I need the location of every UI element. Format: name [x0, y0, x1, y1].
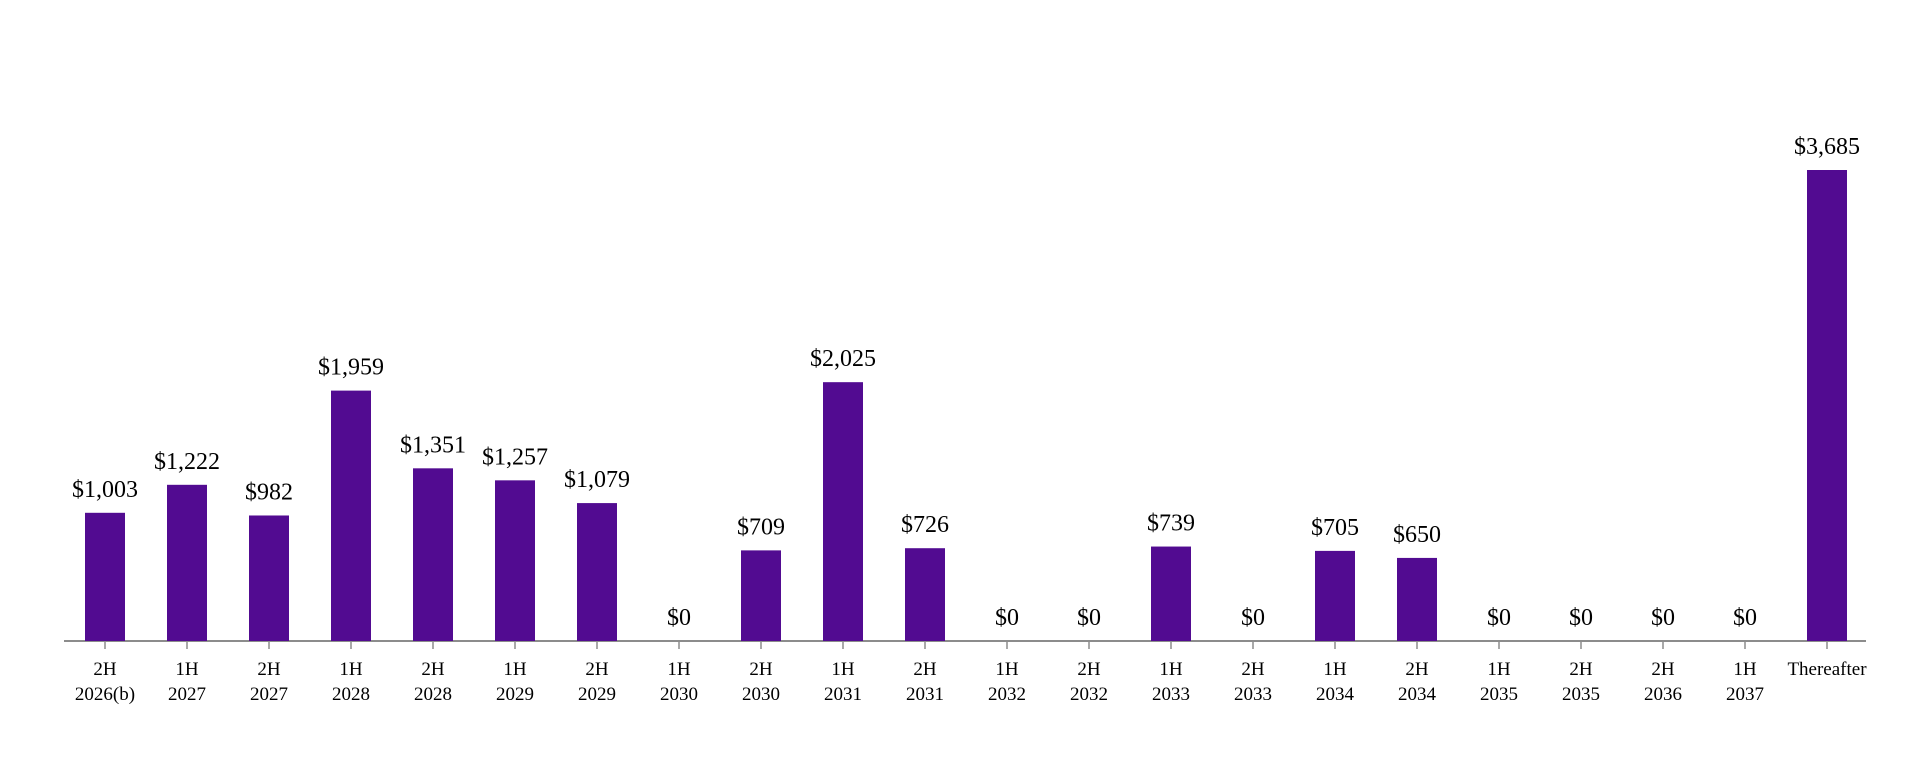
bar	[823, 382, 863, 641]
bar-value-label: $0	[1569, 605, 1593, 631]
bar-value-label: $1,351	[400, 432, 466, 458]
x-tick-label: 2H	[1077, 659, 1101, 680]
x-tick-label: 2032	[1070, 684, 1108, 705]
bar-value-label: $1,003	[72, 477, 138, 503]
x-tick-label: 1H	[1323, 659, 1347, 680]
bar	[1151, 546, 1191, 641]
x-tick-label: 2030	[660, 684, 698, 705]
x-tick-label: 1H	[831, 659, 855, 680]
bar	[577, 503, 617, 641]
x-tick-label: 2033	[1152, 684, 1190, 705]
x-tick-label: 2035	[1480, 684, 1518, 705]
bar-value-label: $982	[245, 479, 293, 505]
x-tick-label: 2029	[578, 684, 616, 705]
x-tick-label: 2H	[1405, 659, 1429, 680]
bar-value-label: $0	[1487, 605, 1511, 631]
x-tick-label: 2H	[421, 659, 445, 680]
x-tick-label: 1H	[1733, 659, 1757, 680]
bar	[495, 480, 535, 641]
x-tick-label: 2034	[1398, 684, 1437, 705]
x-tick-label: 2033	[1234, 684, 1272, 705]
x-tick-label: 1H	[667, 659, 691, 680]
x-tick-label: 2032	[988, 684, 1026, 705]
bar	[167, 484, 207, 641]
bar	[1315, 550, 1355, 641]
bar-value-label: $1,222	[154, 449, 220, 475]
bar-value-label: $1,959	[318, 355, 384, 381]
bar-value-label: $726	[901, 512, 949, 538]
bar	[905, 548, 945, 641]
x-tick-label: 1H	[1159, 659, 1183, 680]
bar	[1397, 557, 1437, 641]
bar-value-label: $709	[737, 514, 785, 540]
bar-value-label: $1,079	[564, 467, 630, 493]
x-tick-label: 2027	[250, 684, 288, 705]
bar-value-label: $0	[1241, 605, 1265, 631]
x-tick-label: 2034	[1316, 684, 1355, 705]
x-tick-label: 2026(b)	[75, 684, 135, 705]
bar	[1807, 170, 1847, 641]
x-tick-label: 1H	[175, 659, 199, 680]
bar-value-label: $2,025	[810, 346, 876, 372]
x-tick-label: 2H	[749, 659, 773, 680]
bar-value-label: $650	[1393, 522, 1441, 548]
x-tick-label: 2031	[906, 684, 944, 705]
x-tick-label: 1H	[1487, 659, 1511, 680]
x-tick-label: 2H	[1241, 659, 1265, 680]
x-tick-label: 2029	[496, 684, 534, 705]
bar-value-label: $0	[667, 605, 691, 631]
bar	[249, 515, 289, 641]
x-tick-label: 2028	[414, 684, 452, 705]
bar-value-label: $1,257	[482, 444, 548, 470]
bar-value-label: $705	[1311, 515, 1359, 541]
x-tick-label: 2031	[824, 684, 862, 705]
x-tick-label: 2H	[1651, 659, 1675, 680]
bar	[331, 390, 371, 641]
bar-value-label: $0	[1733, 605, 1757, 631]
bar-value-label: $0	[1651, 605, 1675, 631]
x-tick-label: 2H	[1569, 659, 1593, 680]
bar	[413, 468, 453, 641]
x-tick-label: 2037	[1726, 684, 1764, 705]
x-tick-label: 2H	[257, 659, 281, 680]
x-tick-label: 1H	[339, 659, 363, 680]
bar	[85, 512, 125, 641]
x-tick-label: 2030	[742, 684, 780, 705]
x-tick-label: 1H	[503, 659, 527, 680]
x-tick-label: 2H	[93, 659, 117, 680]
x-tick-label: 2028	[332, 684, 370, 705]
bar-value-label: $0	[1077, 605, 1101, 631]
x-tick-label: 2035	[1562, 684, 1600, 705]
x-tick-label: 2H	[913, 659, 937, 680]
bar	[741, 550, 781, 641]
bar-value-label: $0	[995, 605, 1019, 631]
x-tick-label: Thereafter	[1787, 659, 1867, 680]
x-tick-label: 1H	[995, 659, 1019, 680]
x-tick-label: 2H	[585, 659, 609, 680]
x-tick-label: 2036	[1644, 684, 1682, 705]
x-tick-label: 2027	[168, 684, 206, 705]
bar-value-label: $3,685	[1794, 134, 1860, 160]
bar-value-label: $739	[1147, 511, 1195, 537]
